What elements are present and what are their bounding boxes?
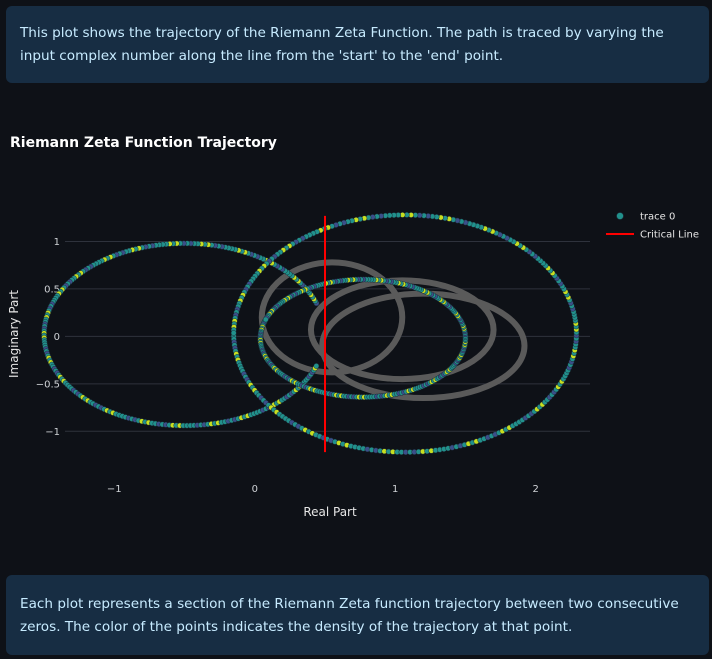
x-tick-label: 2 [533,484,539,495]
info-message-top: This plot shows the trajectory of the Ri… [6,6,709,83]
data-point [262,316,269,323]
legend-label-critical-line: Critical Line [640,230,699,241]
trajectory-trail [319,290,528,402]
y-tick-label: −1 [45,427,60,438]
trajectory-trail [258,259,406,376]
data-point [230,330,237,336]
y-tick-label: −0.5 [36,379,60,390]
legend-marker-trace-0 [616,212,624,220]
y-tick-label: 0 [54,332,60,343]
chart-title: Riemann Zeta Function Trajectory [10,135,277,151]
x-tick-label: 1 [392,484,398,495]
plot-area[interactable]: −1 −0.5 0 0.5 1 −1 0 1 2 Real Part Imaginary Part t… [0,0,712,570]
legend-label-trace-0: trace 0 [640,212,675,223]
trajectory-trail [307,277,497,383]
info-message-top-text: This plot shows the trajectory of the Ri… [20,25,664,64]
x-tick-label: −1 [107,484,122,495]
y-axis-title: Imaginary Part [7,290,21,378]
x-tick-label: 0 [252,484,258,495]
info-message-bottom-text: Each plot represents a section of the Ri… [20,596,679,635]
y-tick-label: 0.5 [44,284,60,295]
data-point [313,363,320,369]
y-tick-label: 1 [54,237,60,248]
x-axis-title: Real Part [303,505,357,519]
info-message-bottom: Each plot represents a section of the Ri… [6,575,709,655]
